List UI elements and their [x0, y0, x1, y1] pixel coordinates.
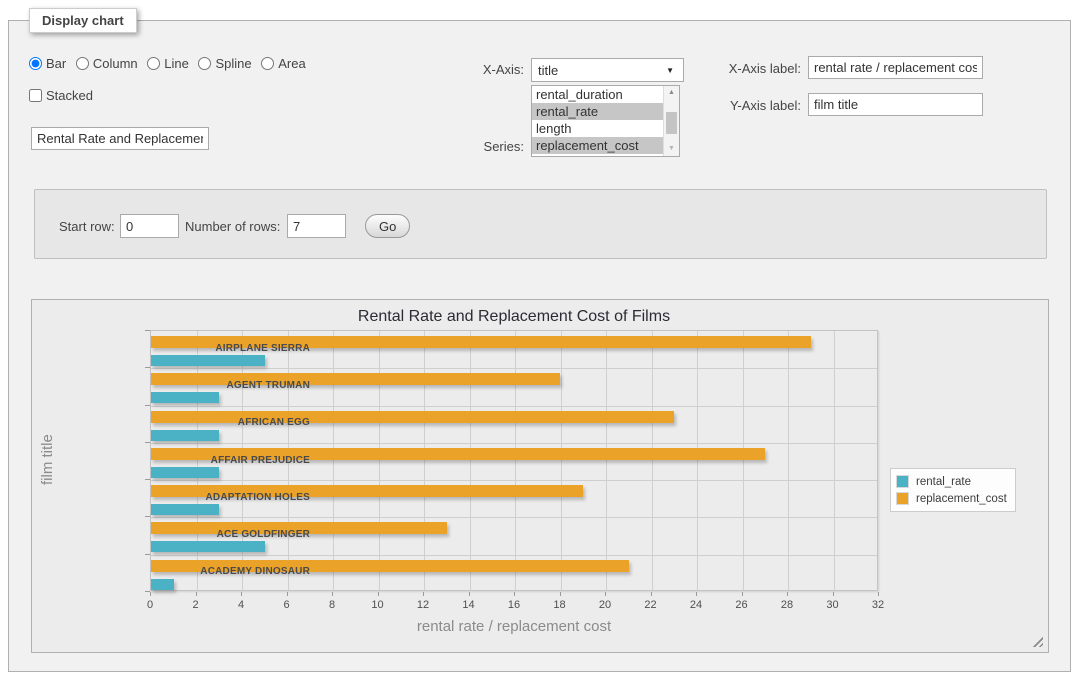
bar-rental_rate [151, 579, 174, 590]
y-axis-label-label: Y-Axis label: [681, 98, 801, 113]
series-listbox[interactable]: rental_durationrental_ratelengthreplacem… [531, 85, 680, 157]
chart-y-axis-title: film title [40, 380, 56, 540]
start-row-label: Start row: [59, 219, 115, 234]
x-axis-label-label: X-Axis label: [681, 61, 801, 76]
go-button[interactable]: Go [365, 214, 410, 238]
chart-type-radio-group: Bar Column Line Spline Area [29, 56, 312, 71]
stacked-checkbox[interactable] [29, 89, 42, 102]
bar-radio[interactable] [29, 57, 42, 70]
category-label: AFFAIR PREJUDICE [160, 455, 310, 466]
x-tick-label: 22 [631, 599, 671, 611]
x-axis-select-label: X-Axis: [401, 62, 524, 77]
column-radio[interactable] [76, 57, 89, 70]
fieldset-legend: Display chart [29, 8, 137, 33]
x-tick-label: 4 [221, 599, 261, 611]
x-tick-label: 16 [494, 599, 534, 611]
category-label: ACADEMY DINOSAUR [160, 566, 310, 577]
chevron-down-icon: ▼ [666, 66, 674, 75]
series-option[interactable]: rental_duration [532, 86, 663, 103]
x-tick-label: 24 [676, 599, 716, 611]
radio-column[interactable]: Column [76, 56, 138, 71]
spline-radio[interactable] [198, 57, 211, 70]
stacked-label[interactable]: Stacked [29, 88, 93, 103]
x-axis-selected-value: title [538, 63, 558, 78]
area-radio[interactable] [261, 57, 274, 70]
x-tick-label: 18 [540, 599, 580, 611]
legend-label: rental_rate [916, 476, 971, 488]
series-select-label: Series: [401, 139, 524, 154]
bar-rental_rate [151, 392, 219, 403]
scroll-up-icon[interactable]: ▲ [664, 86, 679, 100]
chart-area: Rental Rate and Replacement Cost of Film… [31, 299, 1049, 653]
radio-line[interactable]: Line [147, 56, 189, 71]
bar-rental_rate [151, 504, 219, 515]
legend-label: replacement_cost [916, 493, 1007, 505]
radio-area[interactable]: Area [261, 56, 305, 71]
legend-swatch-icon [896, 475, 909, 488]
category-label: AIRPLANE SIERRA [160, 343, 310, 354]
chart-x-axis-title: rental rate / replacement cost [150, 618, 878, 635]
series-option[interactable]: replacement_cost [532, 137, 663, 154]
category-label: AGENT TRUMAN [160, 380, 310, 391]
number-of-rows-label: Number of rows: [185, 219, 280, 234]
category-label: ADAPTATION HOLES [160, 492, 310, 503]
bar-rental_rate [151, 355, 265, 366]
legend-item: replacement_cost [896, 490, 1007, 507]
scroll-down-icon[interactable]: ▼ [664, 142, 679, 156]
stacked-row: Stacked [29, 88, 93, 103]
x-tick-label: 8 [312, 599, 352, 611]
radio-bar[interactable]: Bar [29, 56, 66, 71]
legend-item: rental_rate [896, 473, 1007, 490]
chart-legend: rental_rate replacement_cost [890, 468, 1016, 512]
chart-title-input[interactable] [31, 127, 209, 150]
bar-rental_rate [151, 467, 219, 478]
x-tick-label: 28 [767, 599, 807, 611]
x-tick-label: 12 [403, 599, 443, 611]
x-tick-label: 14 [449, 599, 489, 611]
series-option[interactable]: rental_rate [532, 103, 663, 120]
x-axis-select[interactable]: title ▼ [531, 58, 684, 82]
display-chart-fieldset: Display chart Bar Column Line Spline Are… [8, 20, 1071, 672]
category-label: AFRICAN EGG [160, 417, 310, 428]
resize-handle-icon[interactable] [1032, 636, 1043, 647]
rows-fieldset: Start row: Number of rows: Go [34, 189, 1047, 259]
x-tick-label: 0 [130, 599, 170, 611]
legend-swatch-icon [896, 492, 909, 505]
scrollbar-thumb[interactable] [666, 112, 677, 134]
bar-rental_rate [151, 430, 219, 441]
y-axis-label-input[interactable] [808, 93, 983, 116]
bar-rental_rate [151, 541, 265, 552]
x-tick-label: 20 [585, 599, 625, 611]
number-of-rows-input[interactable] [287, 214, 346, 238]
x-tick-label: 10 [358, 599, 398, 611]
listbox-scrollbar[interactable]: ▲ ▼ [663, 86, 679, 156]
x-tick-label: 2 [176, 599, 216, 611]
radio-spline[interactable]: Spline [198, 56, 251, 71]
series-option[interactable]: length [532, 120, 663, 137]
category-label: ACE GOLDFINGER [160, 529, 310, 540]
x-tick-label: 32 [858, 599, 898, 611]
x-tick-label: 26 [722, 599, 762, 611]
x-axis-label-input[interactable] [808, 56, 983, 79]
start-row-input[interactable] [120, 214, 179, 238]
chart-title: Rental Rate and Replacement Cost of Film… [150, 308, 878, 326]
line-radio[interactable] [147, 57, 160, 70]
x-tick-label: 30 [813, 599, 853, 611]
x-tick-label: 6 [267, 599, 307, 611]
